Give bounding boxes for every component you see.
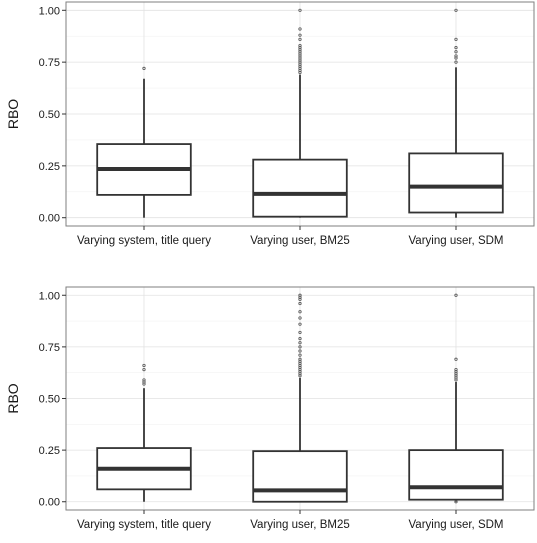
y-tick-label-bottom-4: 1.00 [39,290,60,302]
box-top-2 [408,152,504,214]
outlier-point-bottom-1-9 [298,353,302,357]
outlier-point-bottom-0-2 [142,378,146,382]
y-tick-label-top-0: 0.00 [39,213,60,225]
outlier-point-top-0-0 [142,66,146,70]
outlier-point-top-2-2 [454,54,458,58]
x-tick-label-top-1: Varying user, BM25 [250,235,350,247]
boxplot-bottom-svg: 0.00 0.25 0.50 0.75 1.00 Varying system, titl… [5,286,535,531]
box-bottom-2 [408,449,504,501]
y-tick-label-top-3: 0.75 [39,57,60,69]
y-tick-label-bottom-2: 0.50 [39,394,60,406]
outlier-point-bottom-1-11 [298,345,302,349]
outlier-point-bottom-2-7 [454,357,458,361]
outlier-point-bottom-1-10 [298,349,302,353]
outlier-point-top-2-6 [454,8,458,12]
y-tick-label-top-1: 0.25 [39,161,60,173]
outlier-point-bottom-2-0 [454,500,458,504]
outlier-point-top-1-17 [298,8,302,12]
outlier-point-top-1-13 [298,43,302,48]
outlier-point-bottom-1-17 [298,310,302,314]
box-top-1 [252,158,348,218]
x-tick-label-bottom-2: Varying user, SDM [408,519,503,531]
outlier-point-bottom-1-18 [298,301,302,306]
outlier-point-top-2-5 [454,37,458,41]
outlier-point-bottom-0-3 [142,367,146,372]
outlier-point-bottom-1-12 [298,341,302,345]
boxplot-top: 0.00 0.25 0.50 0.75 1.00 Varying system, titl… [0,0,537,265]
y-axis-title-bottom: RBO [5,383,21,413]
y-tick-label-bottom-3: 0.75 [39,342,60,354]
x-tick-label-bottom-1: Varying user, BM25 [250,519,350,531]
outlier-point-top-2-3 [454,50,458,54]
outlier-point-bottom-2-6 [454,367,458,372]
boxplot-bottom: 0.00 0.25 0.50 0.75 1.00 Varying system, titl… [0,280,537,543]
outlier-point-bottom-1-8 [298,357,302,361]
outlier-point-top-1-16 [298,27,302,31]
outlier-point-bottom-1-13 [298,337,302,341]
box-bottom-1 [252,450,348,503]
y-tick-label-top-2: 0.50 [39,109,60,121]
outlier-point-bottom-1-21 [298,293,302,297]
x-tick-label-top-0: Varying system, title query [77,235,211,247]
outlier-point-bottom-0-4 [142,363,146,368]
outlier-point-bottom-1-14 [298,330,302,335]
x-tick-label-top-2: Varying user, SDM [408,235,503,247]
outlier-point-bottom-1-16 [298,316,302,320]
y-tick-label-bottom-0: 0.00 [39,497,60,509]
outlier-point-bottom-2-8 [454,293,458,297]
y-axis-title-top: RBO [5,99,21,129]
outlier-point-top-1-14 [298,37,302,41]
outlier-point-top-2-4 [454,46,458,50]
y-tick-label-bottom-1: 0.25 [39,445,60,457]
outlier-point-top-1-15 [298,33,302,37]
outlier-point-bottom-1-15 [298,322,302,326]
outlier-point-top-2-0 [454,60,458,64]
y-tick-label-top-4: 1.00 [39,5,60,17]
x-tick-label-bottom-0: Varying system, title query [77,519,211,531]
boxplot-top-svg: 0.00 0.25 0.50 0.75 1.00 Varying system, titl… [5,1,535,247]
